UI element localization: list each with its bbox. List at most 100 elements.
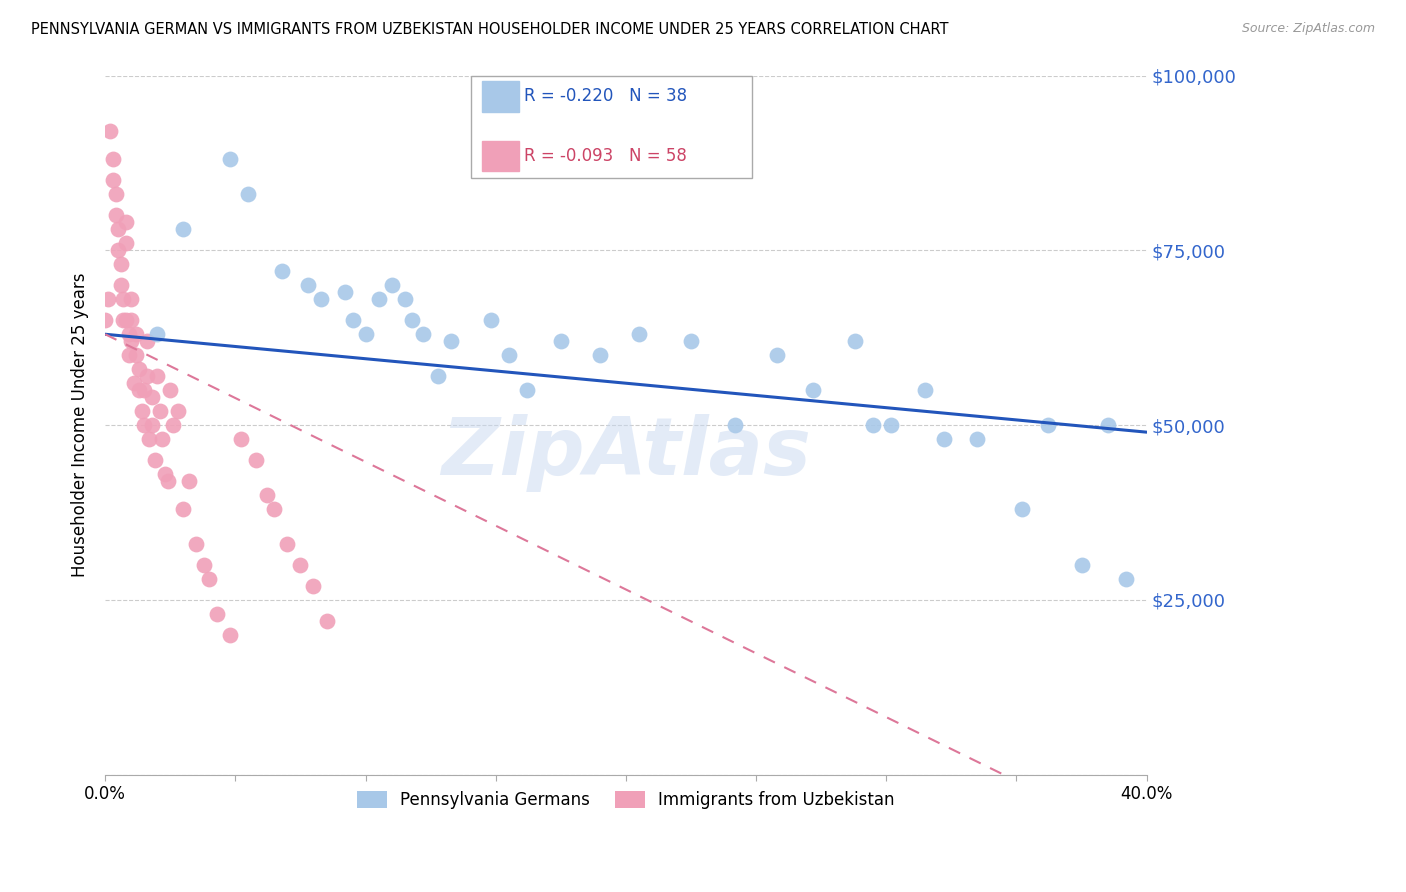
Point <box>297 278 319 293</box>
Point <box>146 369 169 384</box>
Point <box>101 173 124 187</box>
Point <box>152 432 174 446</box>
Point <box>141 418 163 433</box>
Text: PENNSYLVANIA GERMAN VS IMMIGRANTS FROM UZBEKISTAN HOUSEHOLDER INCOME UNDER 25 YE: PENNSYLVANIA GERMAN VS IMMIGRANTS FROM U… <box>31 22 949 37</box>
Point <box>177 474 200 488</box>
Point <box>101 153 124 167</box>
Point <box>120 293 142 307</box>
Point <box>135 334 157 349</box>
Point <box>138 432 160 446</box>
Point <box>115 236 138 251</box>
Point <box>302 579 325 593</box>
Point <box>94 313 117 327</box>
Point <box>120 313 142 327</box>
Point <box>256 488 278 502</box>
Point <box>1115 572 1137 586</box>
Point <box>146 327 169 342</box>
Point <box>801 383 824 397</box>
Point <box>143 453 166 467</box>
Point <box>932 432 955 446</box>
Point <box>107 244 129 258</box>
Point <box>315 614 337 628</box>
Point <box>263 502 285 516</box>
Point <box>394 293 416 307</box>
Point <box>219 628 242 642</box>
Point <box>97 293 120 307</box>
Point <box>1097 418 1119 433</box>
Point <box>219 153 242 167</box>
Point <box>205 607 228 621</box>
Point <box>122 376 145 391</box>
Point <box>186 537 208 551</box>
Point <box>162 418 184 433</box>
Point <box>167 404 190 418</box>
Point <box>117 327 139 342</box>
Point <box>342 313 364 327</box>
Point <box>159 383 181 397</box>
Point <box>141 390 163 404</box>
Point <box>766 348 789 362</box>
Point <box>110 278 132 293</box>
Point <box>134 383 156 397</box>
Point <box>333 285 356 300</box>
Point <box>966 432 988 446</box>
Point <box>290 558 312 572</box>
Text: Source: ZipAtlas.com: Source: ZipAtlas.com <box>1241 22 1375 36</box>
Point <box>440 334 463 349</box>
Point <box>131 404 153 418</box>
Point <box>229 432 252 446</box>
Point <box>125 327 148 342</box>
Point <box>120 334 142 349</box>
Point <box>115 215 138 229</box>
Text: R = -0.220   N = 38: R = -0.220 N = 38 <box>524 87 688 105</box>
Text: ZipAtlas: ZipAtlas <box>441 414 811 492</box>
Point <box>401 313 423 327</box>
Point <box>844 334 866 349</box>
Point <box>1011 502 1033 516</box>
Point <box>128 362 150 376</box>
Point <box>589 348 612 362</box>
Point <box>550 334 572 349</box>
Text: R = -0.093   N = 58: R = -0.093 N = 58 <box>524 147 688 165</box>
Point <box>1070 558 1092 572</box>
Point <box>100 124 122 138</box>
Point <box>271 264 294 278</box>
Point <box>193 558 215 572</box>
Point <box>311 293 333 307</box>
Point <box>112 293 135 307</box>
Point <box>724 418 747 433</box>
Point <box>172 502 194 516</box>
Point <box>104 208 127 222</box>
Point <box>107 222 129 236</box>
Point <box>627 327 650 342</box>
Point <box>1036 418 1059 433</box>
Point <box>115 313 138 327</box>
Point <box>412 327 434 342</box>
Point <box>198 572 221 586</box>
Point <box>153 467 176 482</box>
Point <box>276 537 298 551</box>
Point <box>914 383 936 397</box>
Point <box>354 327 377 342</box>
Point <box>117 348 139 362</box>
Point <box>104 187 127 202</box>
Point <box>238 187 260 202</box>
Point <box>516 383 538 397</box>
Point <box>134 418 156 433</box>
Point <box>479 313 502 327</box>
Point <box>125 348 148 362</box>
Point <box>367 293 389 307</box>
Point <box>112 313 135 327</box>
Point <box>679 334 702 349</box>
Point <box>135 369 157 384</box>
Point <box>427 369 450 384</box>
Legend: Pennsylvania Germans, Immigrants from Uzbekistan: Pennsylvania Germans, Immigrants from Uz… <box>350 784 901 815</box>
Point <box>172 222 194 236</box>
Point <box>110 257 132 271</box>
Point <box>498 348 520 362</box>
Y-axis label: Householder Income Under 25 years: Householder Income Under 25 years <box>72 273 89 577</box>
Point <box>862 418 884 433</box>
Point <box>880 418 903 433</box>
Point <box>128 383 150 397</box>
Point <box>245 453 267 467</box>
